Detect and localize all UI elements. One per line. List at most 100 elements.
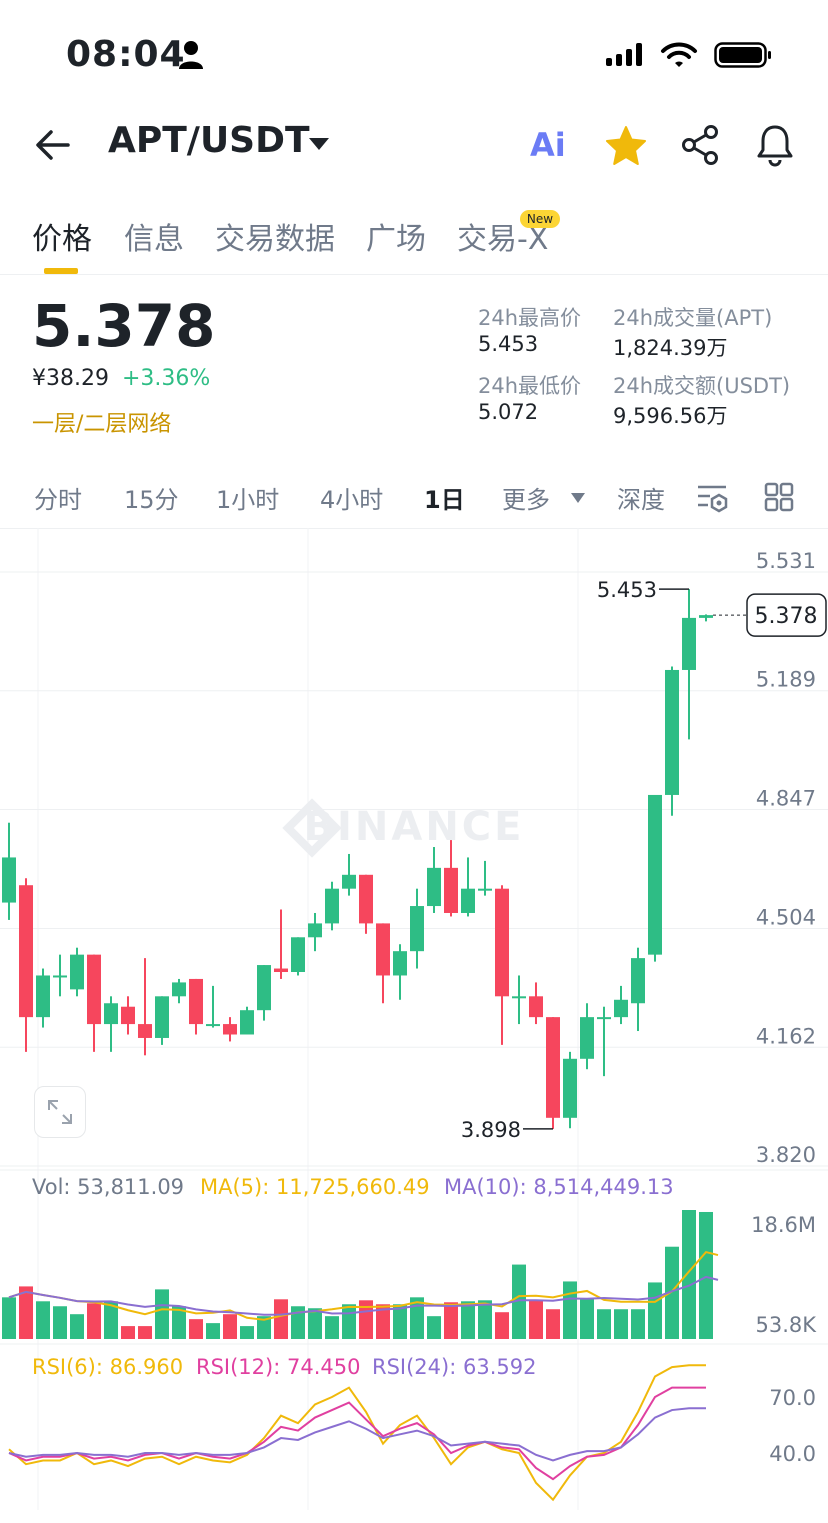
network-tag[interactable]: 一层/二层网络 [32, 412, 172, 437]
rsi12-legend: RSI(12): 74.450 [196, 1355, 360, 1379]
interval-more[interactable]: 更多 [502, 486, 550, 514]
candle-body [36, 975, 50, 1018]
tab-square[interactable]: 广场 [366, 222, 426, 257]
volume-bar [359, 1300, 373, 1339]
volume-bar [274, 1299, 288, 1339]
price-axis-label: 4.162 [756, 1024, 816, 1048]
candle-body [444, 867, 458, 913]
rsi-axis-label: 70.0 [769, 1386, 816, 1410]
volume-bar [138, 1326, 152, 1339]
status-time: 08:04 [66, 34, 186, 75]
volume-bar [172, 1306, 186, 1339]
rsi-axis-label: 40.0 [769, 1442, 816, 1466]
candle-body [325, 888, 339, 924]
volume-bar [495, 1312, 509, 1339]
volume-bar [699, 1211, 713, 1339]
trading-pair-title[interactable]: APT/USDT [108, 120, 310, 161]
high-label: 24h最高价 [478, 306, 582, 330]
volume-bar [614, 1309, 628, 1339]
volume-bar [427, 1316, 441, 1339]
volume-bar [104, 1301, 118, 1339]
candle-body [155, 996, 169, 1038]
interval-1h[interactable]: 1小时 [216, 486, 280, 514]
layout-grid-icon[interactable] [764, 482, 794, 512]
volume-quote-value: 9,596.56万 [613, 404, 728, 428]
signal-icon [606, 43, 642, 66]
candle-body [223, 1024, 237, 1035]
low-label: 24h最低价 [478, 374, 582, 398]
indicator-settings-icon[interactable] [696, 482, 730, 514]
price-axis-label: 5.189 [756, 668, 816, 692]
candle-body [359, 874, 373, 924]
candle-body [648, 794, 662, 955]
ai-label: Ai [530, 126, 566, 164]
volume-axis-label: 53.8K [755, 1313, 817, 1337]
person-icon [179, 41, 203, 69]
more-caret-icon[interactable] [570, 492, 586, 504]
volume-bar [308, 1308, 322, 1339]
interval-1d[interactable]: 1日 [424, 486, 465, 514]
volume-bar [580, 1299, 594, 1339]
volume-axis-label: 18.6M [751, 1213, 816, 1237]
candle-body [410, 906, 424, 952]
interval-depth[interactable]: 深度 [617, 486, 665, 514]
volume-ma10-legend: MA(10): 8,514,449.13 [444, 1175, 674, 1199]
candle-body [495, 888, 509, 997]
candle-body [393, 951, 407, 976]
change-percent: +3.36% [122, 366, 211, 391]
candle-body [308, 923, 322, 938]
volume-bar [444, 1302, 458, 1339]
rsi24-line [8, 1407, 706, 1462]
candle-body [614, 999, 628, 1018]
candle-body [274, 968, 288, 973]
tab-info[interactable]: 信息 [124, 222, 184, 257]
interval-time[interactable]: 分时 [34, 486, 82, 514]
price-chart[interactable]: 5.5315.1894.8474.5044.1623.820BINANCE5.3… [0, 528, 828, 1523]
share-icon[interactable] [680, 124, 722, 166]
bell-icon[interactable] [754, 122, 796, 168]
candle-body [121, 1006, 135, 1025]
interval-4h[interactable]: 4小时 [320, 486, 384, 514]
volume-bar [240, 1326, 254, 1339]
page-tabs: 价格 信息 交易数据 广场 交易-X [0, 210, 828, 275]
candle-body [563, 1058, 577, 1118]
star-icon[interactable] [604, 124, 648, 168]
volume-bar [257, 1316, 271, 1339]
candle-body [427, 867, 441, 907]
volume-bar [36, 1301, 50, 1339]
candle-body [665, 669, 679, 795]
volume-bar [648, 1282, 662, 1339]
volume-bar [665, 1246, 679, 1339]
current-price-tag: 5.378 [755, 604, 818, 629]
candle-body [580, 1017, 594, 1059]
candle-body [478, 888, 492, 891]
volume-bar [206, 1323, 220, 1339]
volume-bar [512, 1264, 526, 1339]
volume-bar [461, 1301, 475, 1339]
interval-15m[interactable]: 15分 [124, 486, 179, 514]
volume-bar [87, 1303, 101, 1339]
expand-chart-button[interactable] [34, 1086, 86, 1138]
tab-price[interactable]: 价格 [32, 222, 92, 257]
volume-bar [189, 1319, 203, 1339]
volume-bar [631, 1309, 645, 1339]
candle-body [172, 982, 186, 997]
candle-body [87, 954, 101, 1025]
current-price-tag-box [746, 593, 827, 637]
volume-ma5-line [8, 1250, 719, 1321]
candle-body [206, 1024, 220, 1027]
tab-trading-data[interactable]: 交易数据 [215, 222, 335, 257]
volume-bar [155, 1289, 169, 1339]
rsi6-line [8, 1364, 706, 1502]
candle-body [597, 1017, 611, 1020]
volume-bar [19, 1286, 33, 1339]
ai-assistant-icon[interactable]: Ai [530, 126, 576, 166]
volume-base-label: 24h成交量(APT) [613, 306, 773, 330]
volume-bar [478, 1300, 492, 1339]
chevron-down-icon[interactable] [308, 136, 330, 152]
candle-body [631, 958, 645, 1004]
back-arrow-icon[interactable] [34, 126, 72, 164]
candle-body [19, 885, 33, 1018]
candle-body [2, 857, 16, 903]
volume-bar [70, 1314, 84, 1339]
